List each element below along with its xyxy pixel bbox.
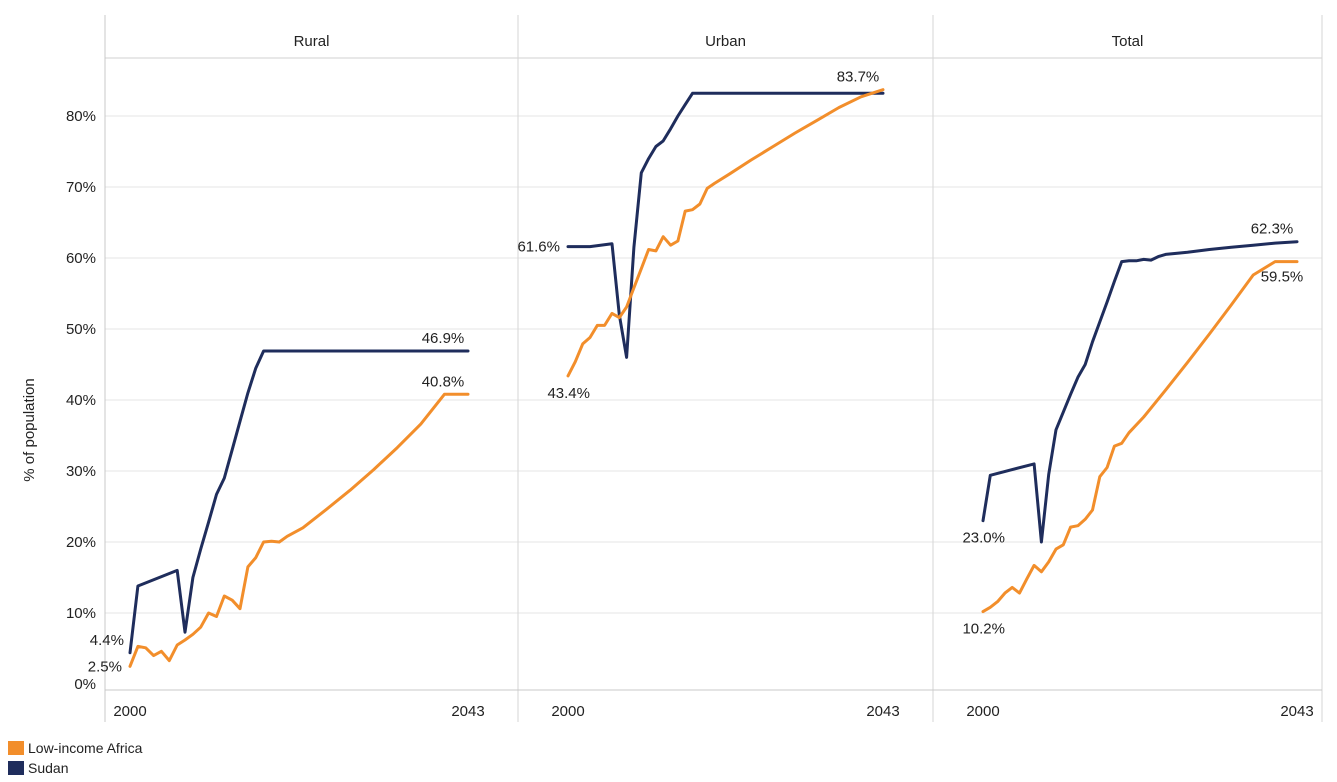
legend: Low-income Africa Sudan [8,738,142,778]
data-label-rural-1: 2.5% [88,658,122,675]
legend-label-low-income-africa: Low-income Africa [28,740,143,756]
data-label-total-0: 23.0% [962,530,1005,547]
x-tick-label-rural-2043: 2043 [451,703,484,720]
data-label-total-1: 10.2% [962,621,1005,638]
panel-title-urban: Urban [705,33,746,50]
data-label-urban-1: 43.4% [547,385,590,402]
series-line-urban-sudan [566,91,885,359]
series-line-urban-low-income-africa [566,88,885,378]
series-line-rural-low-income-africa [128,392,470,668]
data-label-urban-2: 83.7% [837,69,880,86]
data-label-rural-0: 4.4% [90,632,124,649]
data-label-rural-3: 40.8% [422,373,465,390]
y-tick-label-0: 0% [74,676,96,693]
legend-label-sudan: Sudan [28,760,69,776]
data-label-total-2: 62.3% [1251,221,1294,238]
y-tick-label-10: 10% [66,605,96,622]
y-tick-label-40: 40% [66,392,96,409]
data-label-rural-2: 46.9% [422,330,465,347]
legend-swatch-sudan [8,761,24,775]
x-tick-label-rural-2000: 2000 [113,703,146,720]
legend-item-low-income-africa[interactable]: Low-income Africa [8,738,142,758]
legend-swatch-low-income-africa [8,741,24,755]
chart: 0% 10% 20% 30% 40% 50% 60% 70% 80% % of populatio… [21,15,1323,722]
y-tick-label-50: 50% [66,321,96,338]
x-tick-label-total-2043: 2043 [1280,703,1313,720]
y-tick-label-60: 60% [66,250,96,267]
x-tick-label-urban-2043: 2043 [866,703,899,720]
panel-title-rural: Rural [294,33,330,50]
y-tick-label-30: 30% [66,463,96,480]
y-axis-title: % of population [21,378,38,481]
series-line-rural-sudan [128,349,470,655]
legend-item-sudan[interactable]: Sudan [8,758,142,778]
y-tick-label-20: 20% [66,534,96,551]
x-tick-label-urban-2000: 2000 [551,703,584,720]
panel-title-total: Total [1112,33,1144,50]
y-tick-label-80: 80% [66,108,96,125]
data-label-urban-0: 61.6% [517,239,560,256]
series-line-total-sudan [981,240,1299,544]
y-tick-label-70: 70% [66,179,96,196]
x-tick-label-total-2000: 2000 [966,703,999,720]
series-line-total-low-income-africa [981,260,1299,614]
data-label-total-3: 59.5% [1261,269,1304,286]
